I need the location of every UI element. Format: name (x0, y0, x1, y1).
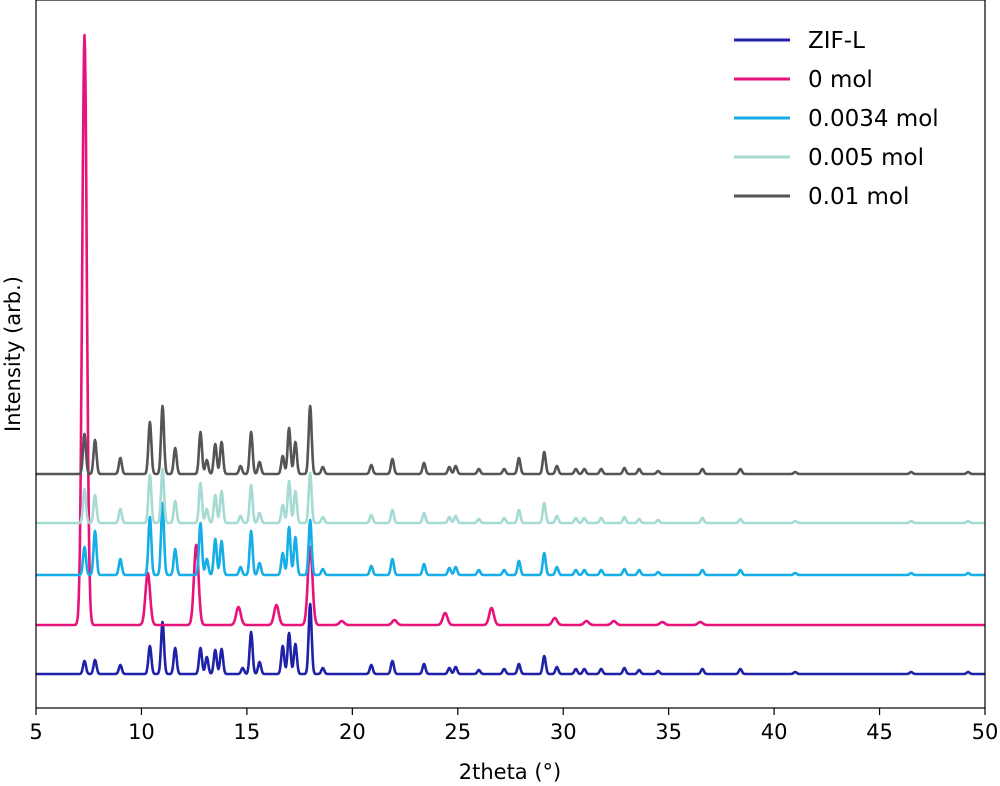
x-tick-label: 45 (866, 720, 893, 744)
x-tick-label: 20 (339, 720, 366, 744)
series-line-2 (35, 501, 986, 577)
plot-frame (35, 0, 986, 709)
series-layer (35, 33, 986, 676)
legend: ZIF-L 0 mol 0.0034 mol 0.005 mol 0.01 mol (734, 28, 939, 210)
x-tick-label: 35 (655, 720, 682, 744)
legend-label: ZIF-L (808, 28, 865, 54)
x-tick-label: 5 (29, 720, 42, 744)
x-tick-label: 15 (234, 720, 261, 744)
x-axis-label: 2theta (°) (459, 760, 562, 784)
series-line-3 (35, 467, 986, 525)
series-line-4 (35, 404, 986, 476)
legend-label: 0.0034 mol (808, 106, 939, 132)
legend-label: 0 mol (808, 67, 873, 93)
legend-label: 0.005 mol (808, 145, 924, 171)
x-axis-ticks: 5 10 15 20 25 30 35 40 45 50 (29, 708, 998, 744)
series-line-0 (35, 602, 986, 676)
x-tick-label: 50 (972, 720, 999, 744)
series-line-1 (35, 33, 986, 627)
y-axis-label: Intensity (arb.) (1, 276, 25, 432)
legend-label: 0.01 mol (808, 184, 909, 210)
x-tick-label: 25 (444, 720, 471, 744)
x-tick-label: 30 (550, 720, 577, 744)
x-tick-label: 10 (128, 720, 155, 744)
x-tick-label: 40 (761, 720, 788, 744)
